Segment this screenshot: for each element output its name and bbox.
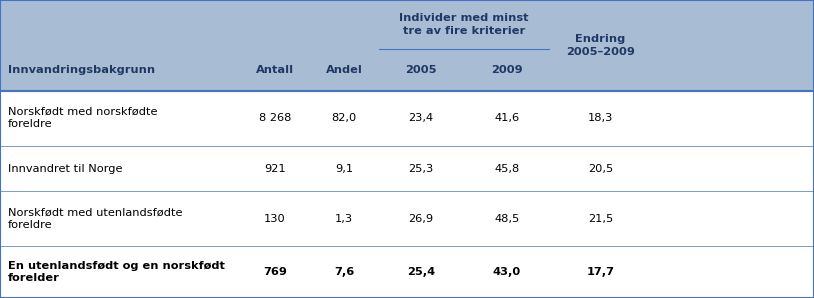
Bar: [0, 0, 814, 91]
Text: 1,3: 1,3: [335, 214, 353, 224]
Text: 82,0: 82,0: [331, 113, 357, 123]
Text: 23,4: 23,4: [409, 113, 434, 123]
Text: 20,5: 20,5: [588, 164, 613, 173]
Text: 2009: 2009: [491, 65, 523, 75]
Text: Antall: Antall: [256, 65, 294, 75]
Text: 17,7: 17,7: [586, 267, 615, 277]
Bar: [0, 91, 814, 298]
Text: 26,9: 26,9: [409, 214, 434, 224]
Text: 7,6: 7,6: [334, 267, 354, 277]
Text: 921: 921: [264, 164, 286, 173]
Text: En utenlandsfødt og en norskfødt
forelder: En utenlandsfødt og en norskfødt forelde…: [8, 261, 225, 283]
Text: Innvandret til Norge: Innvandret til Norge: [8, 164, 123, 173]
Text: 48,5: 48,5: [494, 214, 519, 224]
Text: Endring
2005–2009: Endring 2005–2009: [566, 34, 635, 57]
Text: 41,6: 41,6: [494, 113, 519, 123]
Text: Individer med minst
tre av fire kriterier: Individer med minst tre av fire kriterie…: [399, 13, 529, 36]
Text: 2005: 2005: [405, 65, 437, 75]
Text: Norskfødt med utenlandsfødte
foreldre: Norskfødt med utenlandsfødte foreldre: [8, 208, 182, 230]
Text: 43,0: 43,0: [492, 267, 521, 277]
Text: 21,5: 21,5: [588, 214, 613, 224]
Text: 769: 769: [263, 267, 287, 277]
Text: Andel: Andel: [326, 65, 362, 75]
Text: 25,4: 25,4: [407, 267, 435, 277]
Text: Norskfødt med norskfødte
foreldre: Norskfødt med norskfødte foreldre: [8, 107, 158, 129]
Text: 8 268: 8 268: [259, 113, 291, 123]
Text: 25,3: 25,3: [409, 164, 434, 173]
Text: 45,8: 45,8: [494, 164, 519, 173]
Text: 18,3: 18,3: [588, 113, 613, 123]
Text: 130: 130: [264, 214, 286, 224]
Text: Innvandringsbakgrunn: Innvandringsbakgrunn: [8, 65, 155, 75]
Text: 9,1: 9,1: [335, 164, 353, 173]
